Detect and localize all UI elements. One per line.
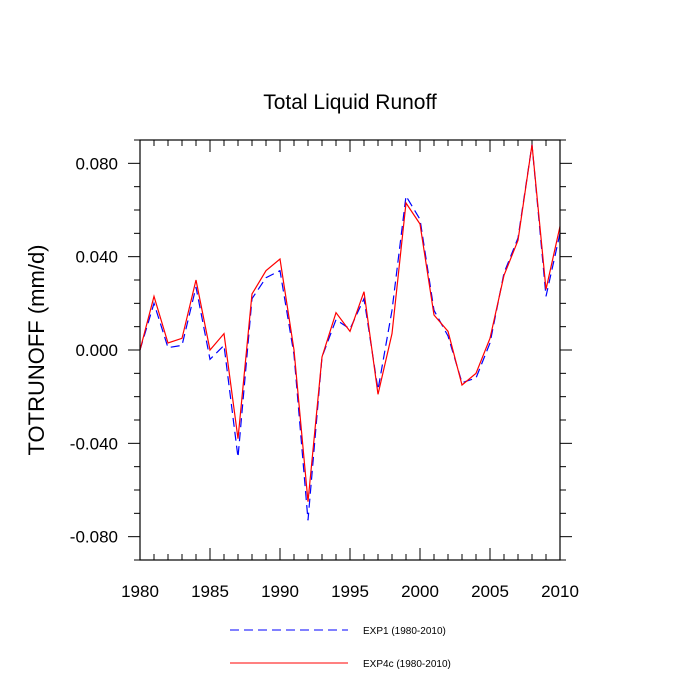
y-tick-label: 0.080 (75, 154, 118, 173)
x-tick-label: 1990 (261, 582, 299, 601)
series-line-2 (139, 144, 561, 502)
x-tick-label: 1980 (121, 582, 159, 601)
series-lines (139, 144, 561, 521)
x-tick-label: 1985 (191, 582, 229, 601)
series-line-1 (139, 144, 561, 521)
y-tick-label: 0.000 (75, 341, 118, 360)
y-tick-label: -0.080 (70, 528, 118, 547)
x-tick-label: 1995 (331, 582, 369, 601)
y-tick-label: 0.040 (75, 248, 118, 267)
x-tick-label: 2005 (471, 582, 509, 601)
legend: EXP1 (1980-2010) EXP4c (1980-2010) (230, 626, 451, 670)
x-tick-label: 2000 (401, 582, 439, 601)
y-axis-label: TOTRUNOFF (mm/d) (24, 244, 49, 455)
plot-frame (139, 139, 561, 561)
legend-label-2: EXP4c (1980-2010) (363, 659, 451, 670)
y-tick-label: -0.040 (70, 434, 118, 453)
legend-label-1: EXP1 (1980-2010) (363, 626, 446, 637)
axis-ticks: 1980 1985 1990 1995 2000 2005 2010 -0.080 -0.040… (70, 139, 579, 601)
x-tick-label: 2010 (541, 582, 579, 601)
chart-title: Total Liquid Runoff (263, 91, 437, 114)
